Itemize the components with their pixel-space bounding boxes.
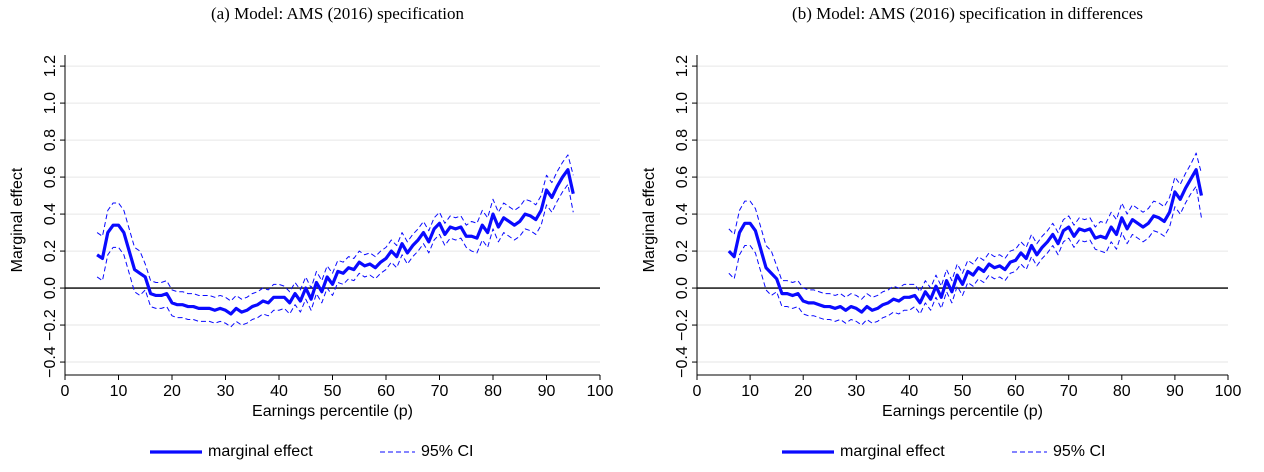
effect-line <box>96 168 575 316</box>
x-tick-label: 70 <box>1060 383 1078 400</box>
y-tick-label: 0.4 <box>674 203 691 225</box>
ci-line <box>728 185 1202 326</box>
x-axis-label: Earnings percentile (p) <box>252 403 413 420</box>
legend-label: marginal effect <box>208 443 313 460</box>
x-tick-label: 100 <box>1215 383 1242 400</box>
y-tick-label: −0.2 <box>42 309 59 341</box>
ci-line <box>96 154 574 302</box>
y-tick-label: 0.2 <box>42 240 59 262</box>
x-axis-label: Earnings percentile (p) <box>882 403 1043 420</box>
legend-label: 95% CI <box>421 443 473 460</box>
x-tick-label: 30 <box>847 383 865 400</box>
x-tick-label: 10 <box>741 383 759 400</box>
y-tick-label: −0.4 <box>42 346 59 378</box>
x-tick-label: 10 <box>110 383 128 400</box>
x-tick-label: 70 <box>431 383 449 400</box>
panel-title: (a) Model: AMS (2016) specification <box>211 4 465 23</box>
ci-line <box>728 152 1202 300</box>
effect-line <box>727 168 1204 314</box>
x-tick-label: 40 <box>270 383 288 400</box>
y-tick-label: 0.6 <box>42 166 59 188</box>
x-tick-label: 100 <box>587 383 614 400</box>
panel-title: (b) Model: AMS (2016) specification in d… <box>792 4 1143 23</box>
y-axis-label: Marginal effect <box>641 167 658 272</box>
y-tick-label: −0.2 <box>674 309 691 341</box>
x-tick-label: 50 <box>954 383 972 400</box>
x-tick-label: 20 <box>163 383 181 400</box>
x-tick-label: 60 <box>377 383 395 400</box>
x-tick-label: 80 <box>1113 383 1131 400</box>
x-tick-label: 20 <box>794 383 812 400</box>
x-tick-label: 80 <box>484 383 502 400</box>
y-tick-label: 0.4 <box>42 203 59 225</box>
y-tick-label: 0.2 <box>674 240 691 262</box>
y-tick-label: 1.0 <box>42 92 59 114</box>
x-tick-label: 90 <box>1166 383 1184 400</box>
y-tick-label: 1.2 <box>674 55 691 77</box>
y-tick-label: 1.2 <box>42 55 59 77</box>
y-tick-label: −0.4 <box>674 346 691 378</box>
y-tick-label: 0.0 <box>42 277 59 299</box>
legend-label: marginal effect <box>840 443 945 460</box>
y-tick-label: 0.8 <box>674 129 691 151</box>
x-tick-label: 40 <box>901 383 919 400</box>
y-axis-label: Marginal effect <box>9 167 26 272</box>
legend-label: 95% CI <box>1053 443 1105 460</box>
x-tick-label: 60 <box>1007 383 1025 400</box>
y-tick-label: 0.6 <box>674 166 691 188</box>
x-tick-label: 30 <box>217 383 235 400</box>
x-tick-label: 50 <box>324 383 342 400</box>
x-tick-label: 0 <box>61 383 70 400</box>
y-tick-label: 0.0 <box>674 277 691 299</box>
x-tick-label: 0 <box>693 383 702 400</box>
y-tick-label: 1.0 <box>674 92 691 114</box>
panel: (b) Model: AMS (2016) specification in d… <box>641 4 1241 460</box>
y-tick-label: 0.8 <box>42 129 59 151</box>
panel: (a) Model: AMS (2016) specification −0.4 −… <box>9 4 613 460</box>
x-tick-label: 90 <box>538 383 556 400</box>
ci-line <box>96 183 574 328</box>
